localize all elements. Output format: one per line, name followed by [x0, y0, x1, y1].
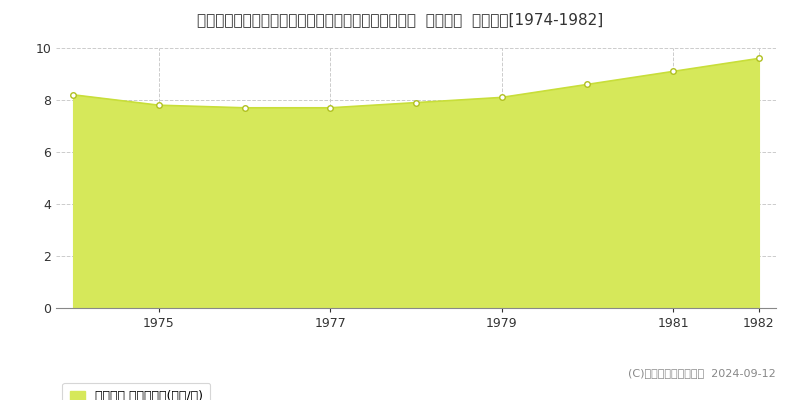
- Text: (C)土地価格ドットコム  2024-09-12: (C)土地価格ドットコム 2024-09-12: [628, 368, 776, 378]
- Text: 佐賀県多久市北多久町大字小待字岩の下５９９番２０  地価公示  地価推移[1974-1982]: 佐賀県多久市北多久町大字小待字岩の下５９９番２０ 地価公示 地価推移[1974-…: [197, 12, 603, 27]
- Legend: 地価公示 平均坪単価(万円/坪): 地価公示 平均坪単価(万円/坪): [62, 383, 210, 400]
